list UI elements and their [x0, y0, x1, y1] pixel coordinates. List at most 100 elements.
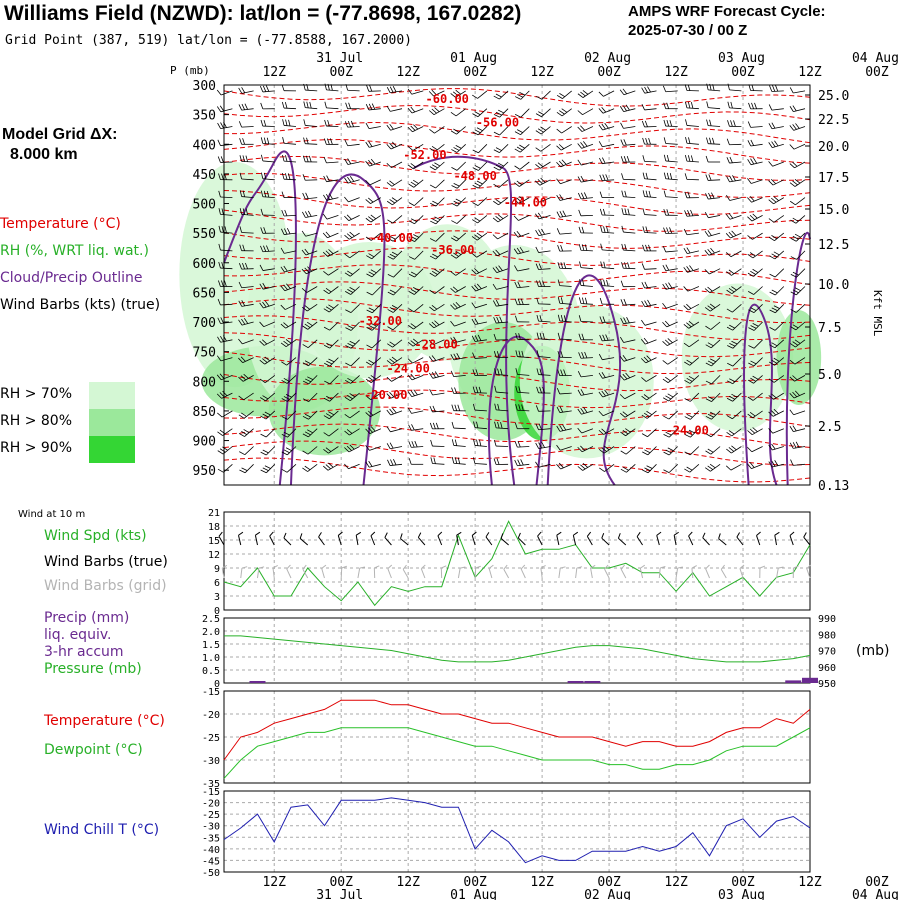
wind-barb-shaft	[369, 428, 381, 434]
wind-barb-flag	[749, 428, 756, 434]
wind-barb-flag	[620, 317, 624, 324]
wind-barb-flag	[280, 266, 285, 273]
wind-barb-shaft	[475, 303, 488, 309]
wind-barb-flag	[430, 202, 437, 207]
wind-barb	[513, 230, 530, 238]
wind-barb-flag	[750, 270, 756, 275]
wind-barb-flag	[474, 165, 481, 169]
wind-barb-flag	[344, 253, 351, 259]
wind-barb-flag	[577, 408, 582, 415]
wind-barb	[408, 161, 424, 170]
date-label-top: 02 Aug	[584, 51, 631, 66]
wind-barb	[556, 126, 572, 134]
wind-barb-flag	[451, 167, 458, 171]
isotherm-line	[223, 247, 811, 266]
wind-barb-shaft	[560, 446, 572, 451]
wind-barb-shaft	[306, 286, 318, 293]
wind-barb-flag	[790, 219, 797, 224]
wind-barb	[471, 232, 488, 241]
isotherm-line	[223, 190, 811, 215]
wind-barb-flag	[392, 407, 397, 414]
wind-barb	[408, 250, 424, 260]
height-tick-label: 25.0	[818, 89, 849, 104]
wind-barb-shaft	[348, 197, 360, 203]
wind-barb-flag	[684, 173, 688, 180]
wind-barb-flag	[536, 350, 539, 357]
wind-barb-shaft	[753, 304, 763, 313]
wind-barb-flag	[519, 91, 526, 96]
wind-barb-shaft	[705, 568, 711, 579]
wind-barb-flag	[514, 298, 518, 305]
wind-barb-shaft	[519, 179, 530, 187]
wind-barb-flag	[220, 317, 224, 324]
legend-rh90-label: RH > 90%	[0, 440, 73, 456]
wind-barb-shaft	[517, 268, 530, 272]
wind-barb-shaft	[411, 428, 424, 431]
wind-barb	[704, 303, 721, 312]
wind-barb-flag	[518, 350, 521, 357]
precip-bar	[785, 680, 802, 683]
wind-barb-shaft	[688, 303, 700, 311]
wind-barb-shaft	[387, 568, 392, 579]
wind-barb-flag	[709, 358, 716, 363]
wind-barb-flag	[647, 86, 651, 93]
wind-barb-flag	[451, 387, 455, 394]
wind-barb	[621, 225, 636, 234]
wind-barb	[216, 355, 233, 362]
wind-barb-flag	[641, 358, 647, 364]
wind-barb-shaft	[686, 125, 699, 127]
wind-barb-shaft	[623, 357, 636, 362]
wind-barb-flag	[410, 323, 417, 328]
wind-barb-shaft	[241, 286, 254, 289]
wind-barb-flag	[307, 210, 312, 217]
wind-barb-flag	[498, 265, 503, 271]
wind-barb-shaft	[391, 179, 403, 187]
wind-barb-flag	[410, 125, 416, 131]
wind-barb-flag	[790, 309, 797, 313]
wind-barb-flag	[538, 423, 542, 430]
wind-barb	[535, 228, 551, 236]
wind-barb-shaft	[263, 286, 275, 290]
wind-barb	[323, 286, 339, 295]
wind-barb-flag	[705, 415, 712, 420]
wind-barb	[600, 279, 615, 287]
wind-barb-flag	[283, 322, 289, 327]
wind-barb-flag	[475, 386, 479, 393]
wind-barb	[620, 139, 636, 146]
wind-barb	[239, 244, 254, 252]
wind-barb	[301, 248, 318, 256]
wind-barb-flag	[731, 445, 737, 451]
wind-barb-flag	[727, 120, 730, 127]
wind-barb-flag	[429, 389, 433, 396]
wind-barb-flag	[537, 531, 542, 537]
wind-barb-flag	[747, 140, 752, 147]
time-tick-label-top: 12Z	[664, 65, 688, 80]
wind-barb-flag	[668, 282, 673, 289]
wind-barb-true	[238, 531, 244, 546]
wind-barb	[450, 89, 466, 98]
wind-barb-flag	[368, 376, 374, 382]
windchill-panel: -50-45-40-35-30-25-20-15	[202, 787, 811, 879]
wind-barb-flag	[792, 341, 799, 346]
wind-barb-flag	[539, 386, 542, 394]
wind-barb-flag	[709, 411, 716, 416]
wind-barb-shaft	[391, 161, 403, 168]
wind-barb-flag	[242, 208, 246, 215]
wind-barb-shaft	[350, 268, 360, 277]
wind-barb-true	[370, 531, 376, 546]
wind-barb	[705, 192, 721, 200]
wind-barb-flag	[577, 93, 584, 98]
wind-barb-shaft	[221, 375, 233, 381]
wind-barb-flag	[728, 213, 734, 219]
date-label-bottom: 04 Aug	[852, 888, 899, 900]
wind-barb-shaft	[730, 463, 742, 471]
wind-barb-flag	[598, 91, 604, 97]
wind-barb	[259, 356, 276, 365]
wind-barb-flag	[662, 245, 667, 253]
wind-barb-shaft	[623, 126, 636, 129]
wind-barb	[302, 321, 318, 330]
wind-barb-shaft	[499, 161, 509, 171]
wind-barb-flag	[478, 386, 482, 394]
wind-barb-flag	[584, 244, 588, 251]
wind-barb-grid	[440, 565, 447, 579]
